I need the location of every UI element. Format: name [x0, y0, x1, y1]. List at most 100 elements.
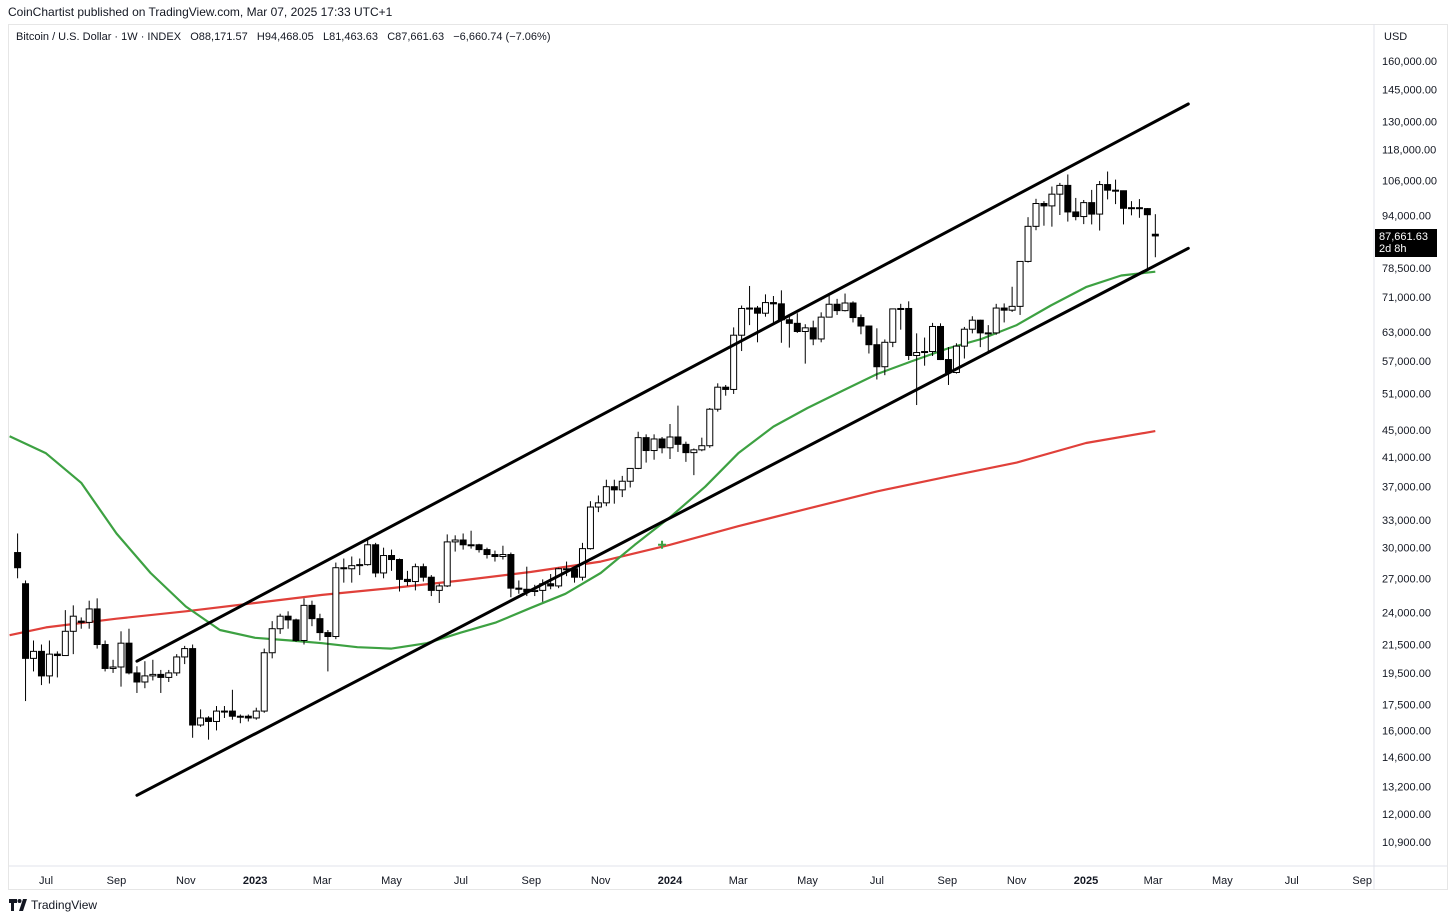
- plot-area: [9, 102, 1190, 797]
- candle-body: [785, 319, 793, 324]
- candle-body: [427, 576, 435, 591]
- tradingview-logo[interactable]: TradingView: [9, 898, 97, 912]
- candle-body: [53, 653, 61, 657]
- last-price-badge: 87,661.63 2d 8h: [1375, 229, 1437, 257]
- candle-body: [594, 502, 602, 508]
- candle-body: [141, 675, 149, 683]
- candle-body: [499, 554, 507, 558]
- candle-body: [626, 467, 634, 482]
- candle-body: [801, 327, 809, 333]
- legend-low: L81,463.63: [322, 31, 379, 43]
- legend-symbol[interactable]: Bitcoin / U.S. Dollar · 1W · INDEX: [16, 31, 182, 43]
- candle-body: [921, 351, 929, 354]
- candle-body: [547, 583, 555, 587]
- y-tick-label: 24,000.00: [1382, 608, 1431, 620]
- candle-body: [467, 544, 475, 547]
- candle-body: [1024, 225, 1032, 262]
- candle-body: [865, 325, 873, 346]
- candle-body: [133, 672, 141, 683]
- candle-body: [905, 307, 913, 357]
- y-tick-label: 37,000.00: [1382, 482, 1431, 494]
- candle-body: [276, 615, 284, 630]
- candle-body: [244, 715, 252, 719]
- y-tick-label: 10,900.00: [1382, 837, 1431, 849]
- candle-body: [220, 710, 228, 713]
- candle-body: [825, 303, 833, 318]
- candle-body: [602, 486, 610, 504]
- candle-body: [1048, 193, 1056, 207]
- candle-body: [929, 325, 937, 353]
- y-tick-label: 41,000.00: [1382, 452, 1431, 464]
- candle-body: [769, 302, 777, 305]
- y-tick-label: 14,600.00: [1382, 752, 1431, 764]
- candle-body: [610, 486, 618, 491]
- candle-body: [165, 672, 173, 678]
- candle-body: [698, 445, 706, 451]
- candle-body: [340, 567, 348, 570]
- candle-body: [372, 544, 380, 574]
- candle-body: [212, 710, 220, 722]
- y-tick-label: 57,000.00: [1382, 356, 1431, 368]
- candle-body: [85, 608, 93, 623]
- y-tick-label: 106,000.00: [1382, 176, 1437, 188]
- candle-body: [197, 717, 205, 726]
- candle-body: [61, 630, 69, 657]
- candle-body: [881, 341, 889, 368]
- y-tick-label: 160,000.00: [1382, 56, 1437, 68]
- candle-body: [952, 345, 960, 374]
- candle-body: [809, 327, 817, 340]
- candle-body: [228, 710, 236, 717]
- candle-body: [793, 322, 801, 333]
- candle-body: [300, 604, 308, 641]
- candle-body: [1032, 203, 1040, 227]
- candle-body: [730, 334, 738, 390]
- candle-body: [960, 328, 968, 347]
- candle-body: [205, 717, 213, 722]
- candle-body: [181, 648, 189, 658]
- candle-body: [1064, 184, 1072, 213]
- candle-body: [968, 319, 976, 330]
- x-tick-label: Jul: [454, 875, 468, 887]
- x-tick-label: 2024: [658, 875, 683, 887]
- candle-body: [658, 438, 666, 449]
- candle-body: [1120, 190, 1128, 209]
- currency-label[interactable]: USD: [1384, 31, 1408, 43]
- candle-body: [411, 566, 419, 583]
- candle-body: [738, 307, 746, 336]
- candle-body: [889, 308, 897, 343]
- candle-body: [45, 653, 53, 677]
- legend-open: O88,171.57: [190, 31, 248, 43]
- y-tick-label: 118,000.00: [1382, 145, 1436, 157]
- candle-body: [236, 715, 244, 718]
- candle-body: [364, 544, 372, 566]
- candle-body: [682, 443, 690, 454]
- y-tick-label: 12,000.00: [1382, 809, 1431, 821]
- candle-body: [937, 325, 945, 361]
- candle-body: [324, 632, 332, 638]
- legend-high: H94,468.05: [256, 31, 314, 43]
- y-tick-label: 13,200.00: [1382, 781, 1431, 793]
- x-tick-label: May: [1212, 875, 1233, 887]
- symbol-legend: Bitcoin / U.S. Dollar · 1W · INDEX O88,1…: [16, 31, 551, 43]
- y-tick-label: 94,000.00: [1382, 211, 1431, 223]
- candle-body: [459, 539, 467, 546]
- candle-body: [1056, 184, 1064, 195]
- candle-body: [252, 710, 260, 719]
- candle-body: [507, 554, 515, 589]
- x-tick-label: May: [797, 875, 818, 887]
- chart-frame: [8, 24, 1448, 890]
- candle-body: [1151, 233, 1159, 237]
- candle-body: [706, 408, 714, 447]
- x-tick-label: Mar: [729, 875, 748, 887]
- candle-body: [618, 480, 626, 491]
- x-tick-label: 2023: [243, 875, 267, 887]
- candle-body: [690, 449, 698, 454]
- legend-change: −6,660.74 (−7.06%): [453, 31, 551, 43]
- candle-body: [642, 437, 650, 452]
- candle-body: [395, 559, 403, 580]
- publisher-caption: CoinChartist published on TradingView.co…: [8, 5, 393, 19]
- candle-body: [1008, 305, 1016, 311]
- x-tick-label: Nov: [591, 875, 611, 887]
- y-tick-label: 17,500.00: [1382, 699, 1431, 711]
